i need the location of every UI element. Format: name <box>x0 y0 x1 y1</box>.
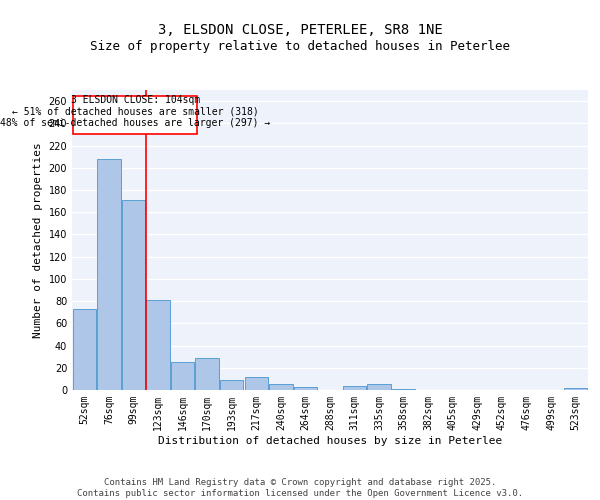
Bar <box>122 200 145 390</box>
Bar <box>245 376 268 390</box>
Bar <box>146 300 170 390</box>
Y-axis label: Number of detached properties: Number of detached properties <box>33 142 43 338</box>
Text: 48% of semi-detached houses are larger (297) →: 48% of semi-detached houses are larger (… <box>0 118 271 128</box>
Bar <box>367 384 391 390</box>
Bar <box>73 96 197 134</box>
Bar <box>269 384 293 390</box>
Bar <box>97 159 121 390</box>
Bar <box>392 389 415 390</box>
Text: Contains HM Land Registry data © Crown copyright and database right 2025.
Contai: Contains HM Land Registry data © Crown c… <box>77 478 523 498</box>
Bar <box>343 386 366 390</box>
Text: ← 51% of detached houses are smaller (318): ← 51% of detached houses are smaller (31… <box>12 106 259 116</box>
Bar <box>196 358 219 390</box>
Text: Size of property relative to detached houses in Peterlee: Size of property relative to detached ho… <box>90 40 510 53</box>
Bar <box>73 309 96 390</box>
Bar <box>220 380 244 390</box>
Bar <box>294 386 317 390</box>
Text: 3 ELSDON CLOSE: 104sqm: 3 ELSDON CLOSE: 104sqm <box>71 95 200 105</box>
Text: 3, ELSDON CLOSE, PETERLEE, SR8 1NE: 3, ELSDON CLOSE, PETERLEE, SR8 1NE <box>158 22 442 36</box>
Bar <box>171 362 194 390</box>
Bar <box>564 388 587 390</box>
X-axis label: Distribution of detached houses by size in Peterlee: Distribution of detached houses by size … <box>158 436 502 446</box>
